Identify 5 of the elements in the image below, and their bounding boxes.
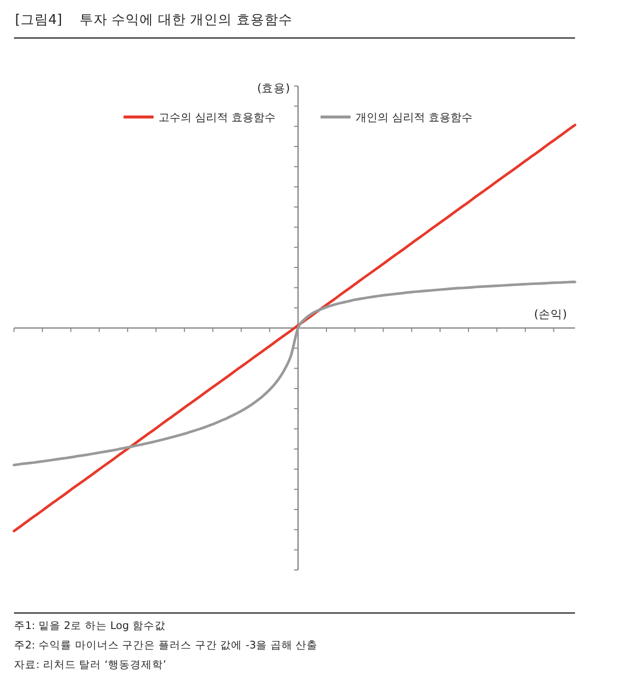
legend-label: 개인의 심리적 효용함수 <box>356 111 473 124</box>
legend-label: 고수의 심리적 효용함수 <box>158 111 276 124</box>
y-axis-title: (효용) <box>257 81 290 95</box>
title: [그림4] 투자 수익에 대한 개인의 효용함수 <box>15 12 292 28</box>
x-axis-title: (손익) <box>534 307 567 321</box>
